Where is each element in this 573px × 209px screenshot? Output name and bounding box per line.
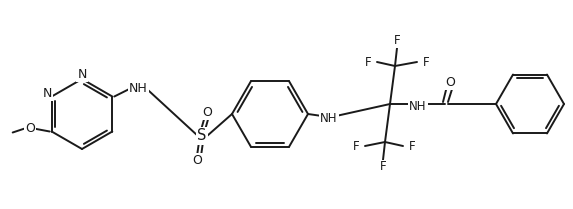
Text: F: F [409,139,415,153]
Text: F: F [394,34,401,47]
Text: O: O [192,153,202,167]
Text: N: N [43,87,52,100]
Text: F: F [364,56,371,69]
Text: O: O [202,106,212,119]
Text: F: F [353,139,359,153]
Text: F: F [380,161,386,173]
Text: NH: NH [409,99,427,112]
Text: O: O [25,122,34,135]
Text: O: O [445,75,455,88]
Text: S: S [197,129,207,144]
Text: NH: NH [320,111,337,125]
Text: F: F [423,56,429,69]
Text: N: N [77,68,87,80]
Text: NH: NH [129,82,148,95]
